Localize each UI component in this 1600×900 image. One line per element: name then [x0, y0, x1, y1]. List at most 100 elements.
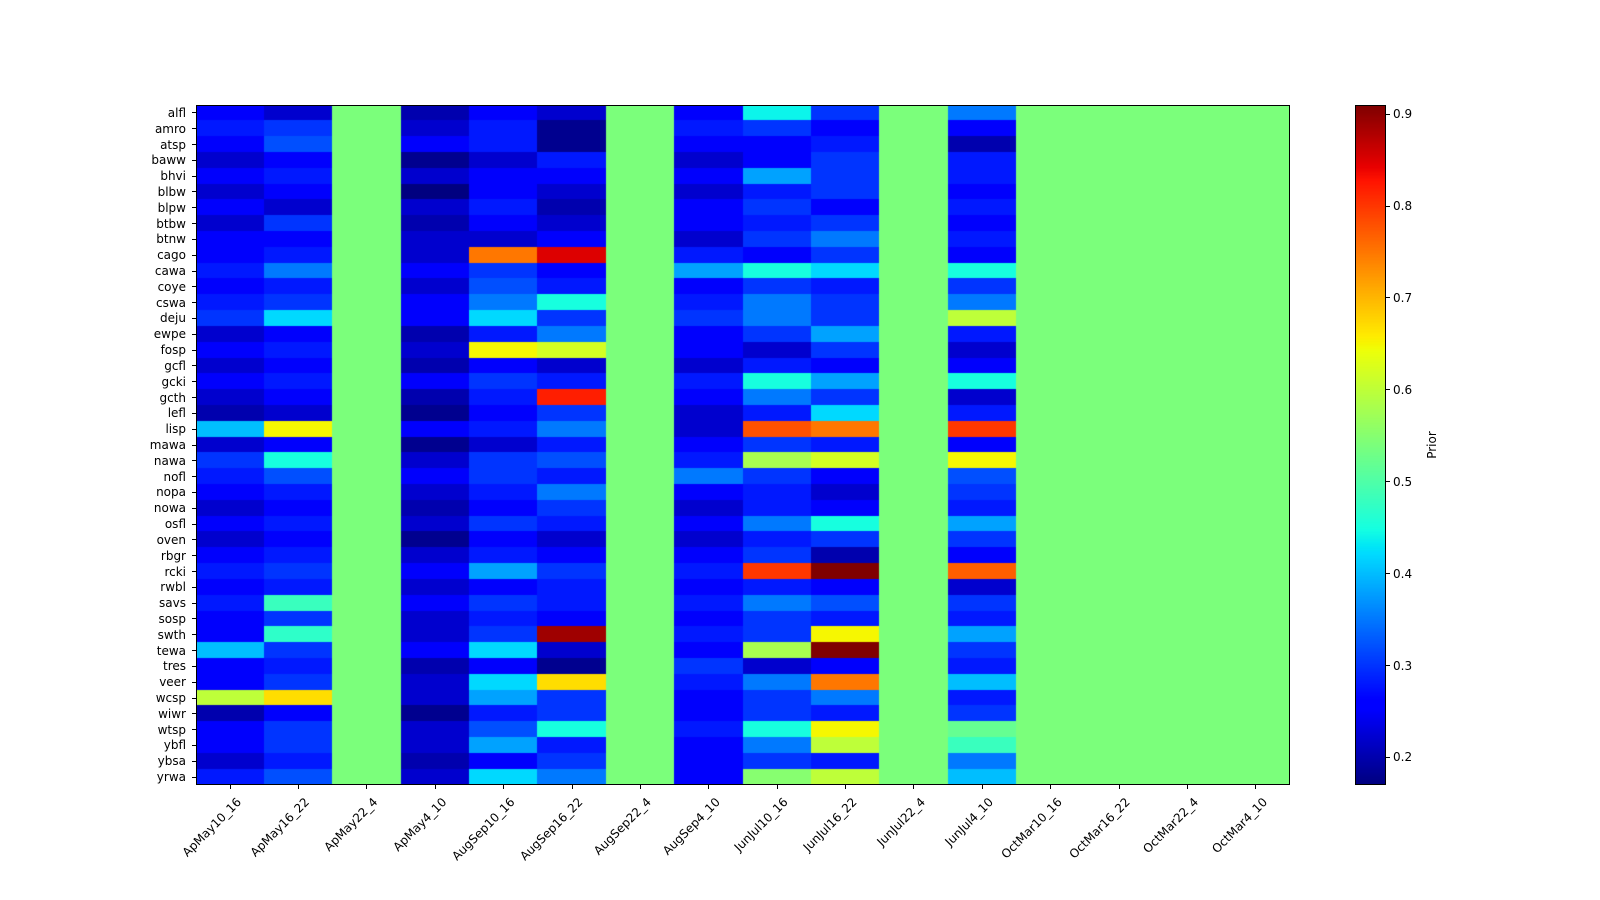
- x-tick-label-ApMay16_22: ApMay16_22: [247, 795, 313, 860]
- y-tick-mark: [192, 476, 196, 478]
- x-tick-mark: [503, 785, 505, 789]
- colorbar-tick-label: 0.9: [1393, 107, 1413, 122]
- x-tick-mark: [845, 785, 847, 789]
- y-tick-mark: [192, 144, 196, 146]
- y-tick-label-blpw: blpw: [157, 200, 186, 215]
- x-tick-label-AugSep22_4: AugSep22_4: [591, 795, 655, 858]
- y-tick-mark: [192, 238, 196, 240]
- y-tick-label-tres: tres: [162, 659, 186, 674]
- y-tick-label-oven: oven: [156, 532, 186, 547]
- y-tick-label-btnw: btnw: [156, 232, 186, 247]
- y-tick-mark: [192, 507, 196, 509]
- colorbar-tick-label: 0.4: [1393, 566, 1413, 581]
- x-tick-label-ApMay22_4: ApMay22_4: [321, 795, 381, 855]
- colorbar-tick-mark: [1386, 756, 1390, 758]
- x-tick-mark: [434, 785, 436, 789]
- x-tick-mark: [571, 785, 573, 789]
- x-tick-label-AugSep16_22: AugSep16_22: [517, 795, 586, 864]
- y-tick-label-ewpe: ewpe: [153, 327, 186, 342]
- y-tick-mark: [192, 523, 196, 525]
- y-tick-mark: [192, 634, 196, 636]
- y-tick-label-rcki: rcki: [164, 564, 186, 579]
- y-tick-label-lisp: lisp: [165, 422, 186, 437]
- y-tick-mark: [192, 555, 196, 557]
- y-tick-label-savs: savs: [159, 596, 186, 611]
- x-tick-label-OctMar22_4: OctMar22_4: [1140, 795, 1202, 857]
- y-tick-label-lefl: lefl: [167, 406, 186, 421]
- y-tick-mark: [192, 254, 196, 256]
- y-tick-mark: [192, 665, 196, 667]
- x-tick-label-AugSep10_16: AugSep10_16: [449, 795, 518, 864]
- x-tick-mark: [913, 785, 915, 789]
- x-tick-mark: [229, 785, 231, 789]
- colorbar-tick-mark: [1386, 573, 1390, 575]
- x-tick-label-ApMay10_16: ApMay10_16: [179, 795, 245, 860]
- y-tick-mark: [192, 729, 196, 731]
- x-tick-mark: [1186, 785, 1188, 789]
- y-tick-mark: [192, 491, 196, 493]
- colorbar-tick-label: 0.7: [1393, 290, 1413, 305]
- y-tick-label-ybfl: ybfl: [163, 738, 186, 753]
- y-tick-mark: [192, 397, 196, 399]
- y-tick-label-cago: cago: [157, 248, 186, 263]
- heatmap-canvas: [196, 105, 1290, 785]
- y-tick-mark: [192, 571, 196, 572]
- y-tick-label-osfl: osfl: [164, 517, 186, 532]
- y-tick-label-gcth: gcth: [159, 390, 186, 405]
- x-tick-mark: [366, 785, 368, 789]
- y-tick-label-cswa: cswa: [155, 295, 186, 310]
- y-tick-mark: [192, 349, 196, 351]
- y-tick-label-gcki: gcki: [161, 374, 187, 389]
- y-tick-mark: [192, 207, 196, 209]
- colorbar-tick-mark: [1386, 665, 1390, 667]
- x-tick-label-JunJul10_16: JunJul10_16: [731, 795, 792, 855]
- colorbar-canvas: [1355, 105, 1386, 785]
- y-tick-mark: [192, 128, 196, 130]
- y-tick-label-fosp: fosp: [160, 343, 186, 358]
- y-tick-mark: [192, 697, 196, 699]
- y-tick-label-nowa: nowa: [153, 501, 186, 516]
- x-tick-mark: [1050, 785, 1052, 789]
- y-tick-label-bhvi: bhvi: [160, 169, 186, 184]
- y-tick-label-nawa: nawa: [153, 453, 186, 468]
- y-tick-label-rbgr: rbgr: [160, 548, 186, 563]
- y-tick-mark: [192, 175, 196, 177]
- x-tick-label-ApMay4_10: ApMay4_10: [390, 795, 450, 855]
- y-tick-mark: [192, 333, 196, 335]
- y-tick-mark: [192, 317, 196, 319]
- y-tick-label-wiwr: wiwr: [158, 706, 186, 721]
- y-tick-mark: [192, 681, 196, 683]
- y-tick-label-sosp: sosp: [158, 611, 186, 626]
- y-tick-mark: [192, 428, 196, 430]
- y-tick-mark: [192, 760, 196, 762]
- colorbar-tick-label: 0.5: [1393, 474, 1413, 489]
- colorbar-tick-label: 0.8: [1393, 199, 1413, 214]
- colorbar-label: Prior: [1425, 431, 1439, 459]
- x-tick-mark: [1255, 785, 1257, 789]
- y-tick-label-wtsp: wtsp: [157, 722, 186, 737]
- y-tick-label-blbw: blbw: [157, 184, 186, 199]
- colorbar-tick-mark: [1386, 113, 1390, 115]
- y-tick-mark: [192, 112, 196, 114]
- x-tick-mark: [639, 785, 641, 789]
- y-tick-mark: [192, 365, 196, 367]
- y-tick-label-wcsp: wcsp: [155, 691, 186, 706]
- y-tick-mark: [192, 159, 196, 161]
- x-tick-label-OctMar4_10: OctMar4_10: [1208, 795, 1270, 857]
- x-tick-mark: [981, 785, 983, 789]
- y-tick-mark: [192, 776, 196, 778]
- y-tick-label-cawa: cawa: [154, 264, 186, 279]
- y-tick-mark: [192, 713, 196, 715]
- y-tick-mark: [192, 286, 196, 288]
- colorbar-tick-mark: [1386, 297, 1390, 299]
- y-tick-mark: [192, 539, 196, 541]
- x-tick-mark: [776, 785, 778, 789]
- x-tick-label-JunJul22_4: JunJul22_4: [873, 795, 928, 849]
- colorbar-tick-mark: [1386, 205, 1390, 207]
- y-tick-label-deju: deju: [160, 311, 186, 326]
- y-tick-mark: [192, 586, 196, 588]
- y-tick-mark: [192, 444, 196, 446]
- y-tick-label-coye: coye: [157, 279, 186, 294]
- y-tick-label-gcfl: gcfl: [164, 358, 186, 373]
